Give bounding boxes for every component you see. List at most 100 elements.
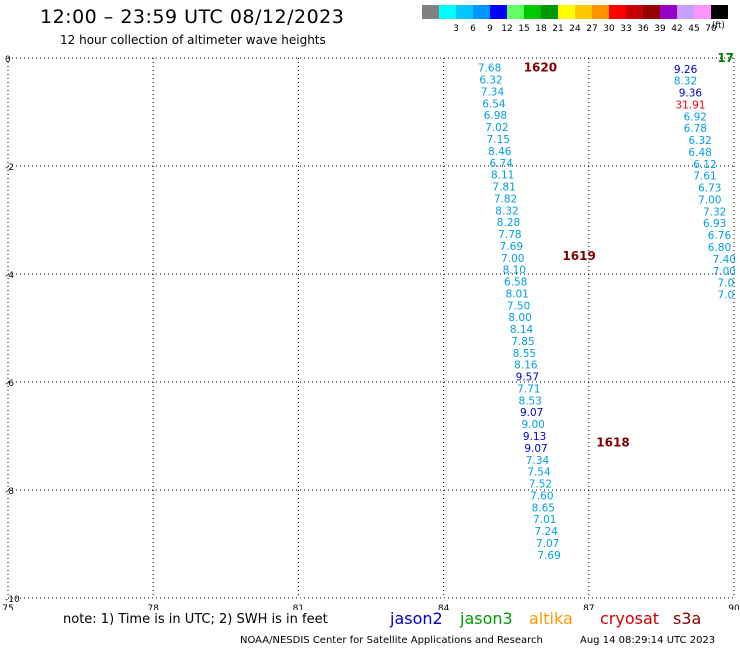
- swh-label-track-1618: 8.00: [508, 312, 531, 324]
- swh-label-track-1738: 6.80: [708, 242, 731, 254]
- swh-label-track-1618: 7.07: [536, 538, 559, 550]
- swh-label-track-1618: 8.16: [514, 360, 538, 372]
- legend-label: 36: [637, 24, 649, 34]
- swh-label-track-1738: 9.26: [674, 64, 698, 76]
- data-labels: 7.686.327.346.546.987.027.158.466.748.11…: [478, 51, 740, 562]
- swh-label-track-1738: 6.48: [688, 147, 711, 159]
- pass-time-label: 1618: [596, 435, 629, 449]
- swh-label-track-1618: 8.53: [519, 395, 542, 407]
- legend-swatch: [660, 5, 677, 19]
- legend-swatch: [592, 5, 609, 19]
- swh-label-track-1618: 8.55: [513, 348, 536, 360]
- legend-swatch: [558, 5, 575, 19]
- swh-label-track-1738: 7.00: [713, 266, 736, 278]
- swh-label-track-1738: 9.36: [679, 88, 703, 100]
- swh-label-track-1738: 6.12: [693, 159, 716, 171]
- swh-label-track-1738: 6.78: [684, 123, 707, 135]
- x-tick-label: 78: [147, 604, 159, 610]
- swh-label-track-1738: 7.32: [703, 206, 726, 218]
- legend-swatch: [677, 5, 694, 19]
- x-tick-label: 84: [438, 604, 450, 610]
- swh-label-track-1738: 7.00: [698, 194, 721, 206]
- legend-label: 39: [654, 24, 666, 34]
- satellite-altika: altika: [529, 609, 573, 628]
- x-tick-label: 90: [728, 604, 740, 610]
- swh-label-track-1738: 7.00: [717, 290, 740, 302]
- y-tick-label: -2: [5, 163, 14, 173]
- satellite-jason2: jason2: [390, 609, 443, 628]
- swh-label-track-1618: 7.78: [498, 229, 521, 241]
- swh-label-track-1618: 8.65: [532, 502, 555, 514]
- footer-note: note: 1) Time is in UTC; 2) SWH is in fe…: [63, 612, 328, 627]
- swh-label-track-1618: 9.13: [523, 431, 546, 443]
- swh-label-track-1738: 31.91: [675, 99, 705, 111]
- swh-label-track-1618: 6.54: [482, 98, 506, 110]
- legend-swatch: [524, 5, 541, 19]
- swh-label-track-1618: 8.28: [497, 217, 520, 229]
- swh-label-track-1618: 7.69: [500, 241, 523, 253]
- swh-label-track-1618: 7.00: [501, 253, 524, 265]
- swh-label-track-1618: 9.07: [520, 407, 543, 419]
- wave-height-plot: 75 78 81 84 87 900-2-4-6-8-107.686.327.346.54…: [2, 51, 740, 610]
- swh-label-track-1618: 9.57: [516, 372, 539, 384]
- swh-label-track-1618: 7.71: [517, 383, 540, 395]
- swh-label-track-1618: 7.50: [507, 300, 530, 312]
- x-tick-label: 75: [2, 604, 13, 610]
- y-tick-label: -8: [5, 487, 14, 497]
- legend-unit: (ft): [712, 21, 725, 31]
- legend-label: 18: [535, 24, 547, 34]
- swh-label-track-1618: 6.32: [479, 75, 502, 87]
- satellite-cryosat: cryosat: [600, 609, 660, 628]
- swh-label-track-1618: 7.54: [527, 467, 551, 479]
- legend-swatch: [490, 5, 507, 19]
- credit-text: NOAA/NESDIS Center for Satellite Applica…: [240, 635, 543, 646]
- legend-label: 21: [552, 24, 563, 34]
- swh-label-track-1738: 6.92: [684, 111, 707, 123]
- swh-label-track-1618: 7.02: [485, 122, 508, 134]
- y-tick-label: 0: [5, 55, 11, 65]
- legend-swatch: [422, 5, 439, 19]
- legend-label: 45: [688, 24, 699, 34]
- legend-swatch: [439, 5, 456, 19]
- satellite-s3a: s3a: [673, 609, 702, 628]
- pass-time-label: 1738: [717, 51, 740, 65]
- swh-label-track-1618: 6.58: [504, 277, 527, 289]
- swh-label-track-1618: 7.52: [529, 479, 552, 491]
- legend-swatch: [575, 5, 592, 19]
- legend-label: 33: [620, 24, 631, 34]
- swh-label-track-1618: 7.81: [492, 182, 515, 194]
- swh-label-track-1618: 7.15: [487, 134, 510, 146]
- legend-swatch: [609, 5, 626, 19]
- chart-subtitle: 12 hour collection of altimeter wave hei…: [60, 33, 326, 47]
- swh-label-track-1618: 7.69: [537, 550, 560, 562]
- swh-label-track-1618: 8.11: [491, 170, 514, 182]
- swh-label-track-1738: 8.32: [674, 76, 697, 88]
- swh-label-track-1618: 6.74: [490, 158, 514, 170]
- legend-label: 9: [487, 24, 493, 34]
- legend-label: 24: [569, 24, 581, 34]
- swh-label-track-1738: 7.00: [717, 278, 740, 290]
- generated-timestamp: Aug 14 08:29:14 UTC 2023: [580, 635, 716, 646]
- legend-label: 15: [518, 24, 529, 34]
- legend-label: 30: [603, 24, 615, 34]
- swh-label-track-1618: 8.14: [510, 324, 534, 336]
- legend-label: 6: [470, 24, 476, 34]
- x-tick-label: 81: [293, 604, 304, 610]
- y-tick-label: -10: [5, 595, 20, 605]
- swh-label-track-1618: 7.34: [481, 86, 505, 98]
- swh-label-track-1618: 7.68: [478, 63, 501, 75]
- pass-time-label: 1620: [524, 61, 557, 75]
- swh-label-track-1618: 8.32: [495, 205, 518, 217]
- legend-label: 70: [705, 24, 717, 34]
- swh-label-track-1618: 9.07: [524, 443, 547, 455]
- swh-label-track-1618: 7.01: [533, 514, 556, 526]
- swh-label-track-1618: 7.82: [494, 193, 517, 205]
- y-tick-label: -4: [5, 271, 14, 281]
- legend-swatch: [507, 5, 524, 19]
- y-tick-label: -6: [5, 379, 14, 389]
- pass-time-label: 1619: [562, 249, 595, 263]
- legend-swatch: [456, 5, 473, 19]
- swh-label-track-1618: 7.34: [526, 455, 550, 467]
- legend-swatch: [711, 5, 728, 19]
- swh-label-track-1738: 6.32: [688, 135, 711, 147]
